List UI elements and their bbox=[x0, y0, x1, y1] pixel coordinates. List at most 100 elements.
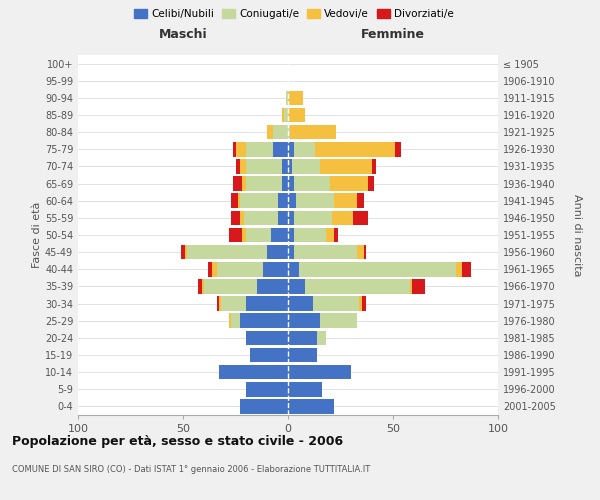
Bar bbox=[288, 296, 313, 311]
Bar bbox=[246, 228, 271, 242]
Bar bbox=[246, 296, 288, 311]
Bar bbox=[181, 245, 185, 260]
Bar bbox=[246, 330, 288, 345]
Bar bbox=[233, 142, 235, 156]
Bar bbox=[208, 262, 212, 276]
Bar bbox=[456, 262, 463, 276]
Bar bbox=[295, 176, 330, 191]
Bar bbox=[218, 296, 221, 311]
Bar bbox=[288, 382, 322, 396]
Bar bbox=[198, 279, 202, 293]
Bar bbox=[217, 262, 263, 276]
Bar bbox=[288, 399, 334, 413]
Bar bbox=[288, 108, 305, 122]
Bar bbox=[334, 194, 358, 208]
Bar bbox=[288, 245, 295, 260]
Bar bbox=[288, 142, 295, 156]
Bar bbox=[364, 245, 366, 260]
Text: Popolazione per età, sesso e stato civile - 2006: Popolazione per età, sesso e stato civil… bbox=[12, 435, 343, 448]
Bar bbox=[395, 142, 401, 156]
Bar bbox=[274, 125, 288, 140]
Bar bbox=[232, 210, 240, 225]
Bar bbox=[263, 262, 288, 276]
Legend: Celibi/Nubili, Coniugati/e, Vedovi/e, Divorziati/e: Celibi/Nubili, Coniugati/e, Vedovi/e, Di… bbox=[130, 5, 458, 24]
Bar bbox=[412, 279, 425, 293]
Bar bbox=[288, 176, 295, 191]
Bar bbox=[274, 142, 288, 156]
Bar bbox=[242, 228, 246, 242]
Y-axis label: Fasce di età: Fasce di età bbox=[32, 202, 42, 268]
Bar bbox=[235, 142, 246, 156]
Bar bbox=[185, 245, 187, 260]
Bar bbox=[463, 262, 471, 276]
Bar bbox=[282, 108, 284, 122]
Bar bbox=[292, 159, 320, 174]
Bar bbox=[221, 296, 246, 311]
Bar bbox=[229, 314, 232, 328]
Bar bbox=[288, 90, 303, 105]
Bar bbox=[242, 176, 246, 191]
Bar bbox=[288, 279, 305, 293]
Bar bbox=[288, 330, 317, 345]
Bar bbox=[334, 228, 338, 242]
Bar bbox=[288, 159, 292, 174]
Bar bbox=[282, 176, 288, 191]
Bar bbox=[288, 125, 290, 140]
Bar bbox=[290, 125, 337, 140]
Bar bbox=[232, 314, 240, 328]
Bar bbox=[257, 279, 288, 293]
Bar bbox=[282, 159, 288, 174]
Bar bbox=[316, 142, 395, 156]
Bar bbox=[244, 210, 277, 225]
Bar bbox=[267, 245, 288, 260]
Bar bbox=[320, 159, 372, 174]
Bar bbox=[240, 314, 288, 328]
Bar bbox=[359, 296, 362, 311]
Bar bbox=[271, 228, 288, 242]
Text: Femmine: Femmine bbox=[361, 28, 425, 42]
Bar bbox=[361, 296, 366, 311]
Bar bbox=[233, 176, 242, 191]
Bar bbox=[410, 279, 412, 293]
Bar bbox=[288, 194, 296, 208]
Bar bbox=[353, 210, 368, 225]
Bar bbox=[277, 194, 288, 208]
Bar bbox=[204, 279, 257, 293]
Bar bbox=[320, 314, 358, 328]
Bar bbox=[246, 382, 288, 396]
Bar bbox=[238, 194, 240, 208]
Bar bbox=[295, 142, 316, 156]
Bar bbox=[330, 176, 368, 191]
Text: Maschi: Maschi bbox=[158, 28, 208, 42]
Bar bbox=[232, 194, 238, 208]
Bar bbox=[358, 245, 364, 260]
Bar bbox=[368, 176, 374, 191]
Bar bbox=[277, 210, 288, 225]
Bar bbox=[317, 330, 326, 345]
Bar bbox=[326, 228, 334, 242]
Bar bbox=[286, 90, 288, 105]
Bar bbox=[295, 228, 326, 242]
Bar bbox=[358, 194, 364, 208]
Bar bbox=[284, 108, 288, 122]
Bar bbox=[296, 194, 334, 208]
Bar bbox=[288, 348, 317, 362]
Bar bbox=[217, 296, 218, 311]
Bar bbox=[299, 262, 456, 276]
Bar bbox=[246, 176, 282, 191]
Bar bbox=[229, 228, 242, 242]
Bar bbox=[235, 159, 240, 174]
Bar bbox=[212, 262, 217, 276]
Bar bbox=[288, 228, 295, 242]
Bar bbox=[313, 296, 359, 311]
Bar bbox=[295, 210, 332, 225]
Bar bbox=[288, 262, 299, 276]
Text: COMUNE DI SAN SIRO (CO) - Dati ISTAT 1° gennaio 2006 - Elaborazione TUTTITALIA.I: COMUNE DI SAN SIRO (CO) - Dati ISTAT 1° … bbox=[12, 465, 370, 474]
Bar bbox=[288, 365, 351, 380]
Bar bbox=[218, 365, 288, 380]
Bar bbox=[240, 399, 288, 413]
Y-axis label: Anni di nascita: Anni di nascita bbox=[572, 194, 583, 276]
Bar bbox=[372, 159, 376, 174]
Bar bbox=[240, 210, 244, 225]
Bar bbox=[202, 279, 204, 293]
